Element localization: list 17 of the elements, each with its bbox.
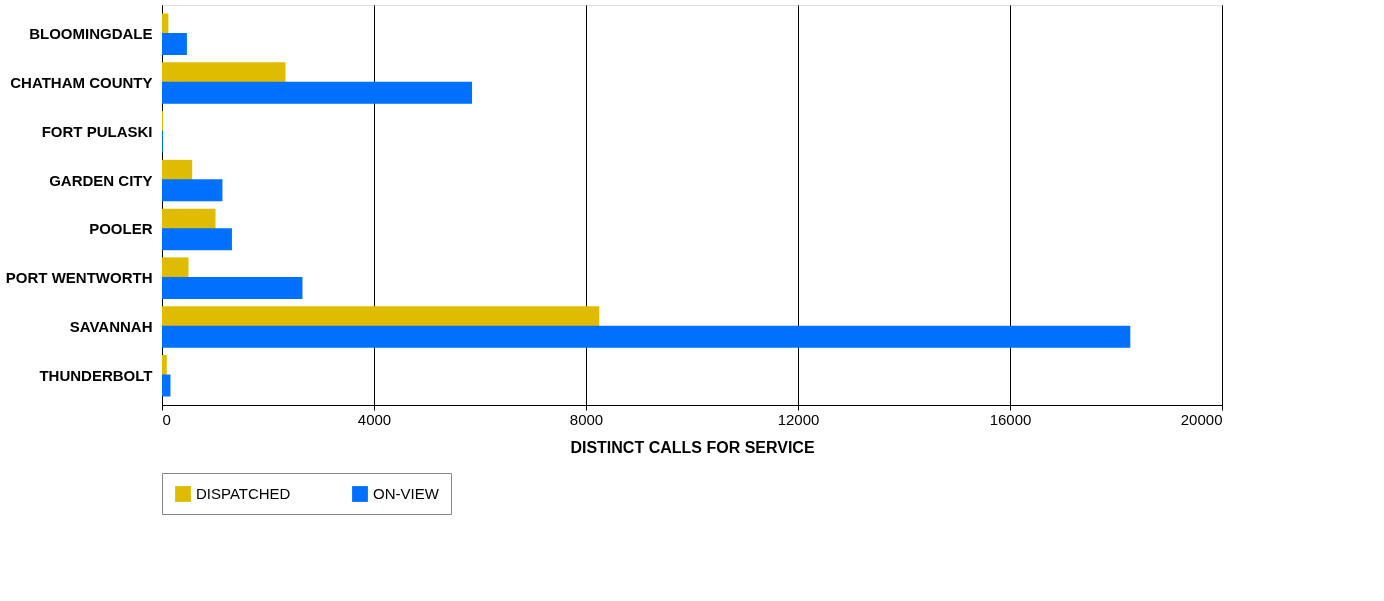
x-tick-label: 0 [162, 410, 171, 428]
y-tick-label: POOLER [89, 220, 153, 238]
y-tick-label: FORT PULASKI [41, 122, 153, 140]
y-tick-label: THUNDERBOLT [39, 366, 153, 384]
y-tick-label: CHATHAM COUNTY [10, 74, 153, 92]
y-tick-label: PORT WENTWORTH [5, 269, 153, 287]
x-tick-label: 12000 [777, 410, 820, 428]
x-tick-label: 4000 [357, 410, 392, 428]
legend-label: ON-VIEW [373, 485, 440, 502]
x-tick-label: 20000 [1180, 410, 1223, 428]
legend-label: DISPATCHED [196, 485, 291, 502]
x-axis-title: DISTINCT CALLS FOR SERVICE [570, 438, 815, 456]
x-tick-label: 16000 [989, 410, 1032, 428]
y-tick-label: SAVANNAH [69, 317, 153, 335]
y-tick-label: BLOOMINGDALE [29, 25, 153, 43]
y-tick-label: GARDEN CITY [49, 171, 153, 189]
x-tick-label: 8000 [569, 410, 604, 428]
